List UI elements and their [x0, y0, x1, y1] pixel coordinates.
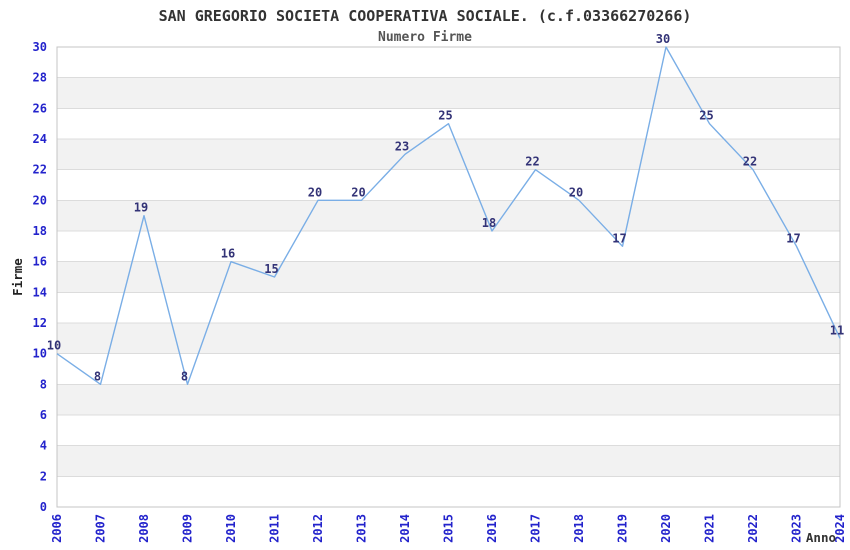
chart-title: SAN GREGORIO SOCIETA COOPERATIVA SOCIALE…	[159, 7, 692, 25]
x-tick-label: 2019	[616, 514, 630, 543]
y-tick-label: 12	[33, 316, 47, 330]
plot-band	[57, 445, 840, 477]
point-label: 18	[482, 216, 496, 230]
x-tick-label: 2023	[790, 514, 804, 543]
y-tick-label: 6	[40, 408, 47, 422]
x-tick-label: 2020	[659, 514, 673, 543]
point-label: 16	[221, 247, 235, 261]
x-tick-labels: 2006 2007 2008 2009 2010 2011 2012 2013 2014 2015…	[50, 514, 847, 543]
point-label: 8	[94, 369, 101, 383]
point-label: 22	[743, 155, 757, 169]
plot-band	[57, 261, 840, 293]
x-tick-label: 2021	[703, 514, 717, 543]
plot-band	[57, 139, 840, 170]
plot-bands	[57, 77, 840, 477]
x-tick-label: 2024	[833, 514, 847, 543]
point-label: 11	[830, 323, 844, 337]
data-line	[56, 46, 841, 385]
point-label: 20	[569, 185, 583, 199]
point-label: 19	[134, 201, 148, 215]
y-tick-label: 4	[40, 439, 47, 453]
y-tick-label: 2	[40, 469, 47, 483]
plot-border	[56, 46, 841, 508]
y-tick-label: 18	[33, 224, 47, 238]
x-tick-label: 2017	[529, 514, 543, 543]
x-tick-label: 2018	[572, 514, 586, 543]
x-tick-label: 2015	[442, 514, 456, 543]
plot-band	[57, 384, 840, 415]
point-label: 25	[438, 109, 452, 123]
x-tick-label: 2008	[137, 514, 151, 543]
y-tick-label: 8	[40, 377, 47, 391]
point-label: 20	[351, 185, 365, 199]
y-tick-label: 10	[33, 347, 47, 361]
chart-subtitle: Numero Firme	[378, 30, 472, 45]
x-tick-label: 2010	[224, 514, 238, 543]
x-axis-label: Anno	[806, 530, 836, 545]
x-tick-label: 2022	[746, 514, 760, 543]
x-tick-label: 2006	[50, 514, 64, 543]
y-tick-label: 20	[33, 193, 47, 207]
y-tick-label: 22	[33, 163, 47, 177]
y-tick-label: 26	[33, 101, 47, 115]
point-label: 10	[47, 339, 61, 353]
y-tick-label: 14	[33, 285, 47, 299]
plot-band	[57, 323, 840, 354]
plot-band	[57, 200, 840, 231]
x-tick-label: 2014	[398, 514, 412, 543]
y-tick-label: 28	[33, 71, 47, 85]
point-label: 17	[786, 231, 800, 245]
y-tick-label: 24	[33, 132, 47, 146]
x-tick-label: 2007	[94, 514, 108, 543]
x-tick-label: 2016	[485, 514, 499, 543]
x-tick-label: 2011	[268, 514, 282, 543]
y-tick-label: 0	[40, 500, 47, 514]
point-label: 23	[395, 139, 409, 153]
point-label: 20	[308, 185, 322, 199]
x-tick-label: 2013	[355, 514, 369, 543]
point-label: 30	[656, 32, 670, 46]
y-tick-label: 16	[33, 255, 47, 269]
point-label: 17	[612, 231, 626, 245]
x-tick-label: 2012	[311, 514, 325, 543]
y-axis-label: Firme	[10, 258, 25, 296]
plot-band	[57, 77, 840, 109]
point-label: 25	[699, 109, 713, 123]
point-label: 8	[181, 369, 188, 383]
point-label: 15	[264, 262, 278, 276]
x-tick-label: 2009	[181, 514, 195, 543]
point-labels: 10 8 19 8 16 15 20 20 23 25 18 22 20 17 30 25 22 17 11	[47, 32, 844, 383]
point-label: 22	[525, 155, 539, 169]
y-tick-label: 30	[33, 40, 47, 54]
